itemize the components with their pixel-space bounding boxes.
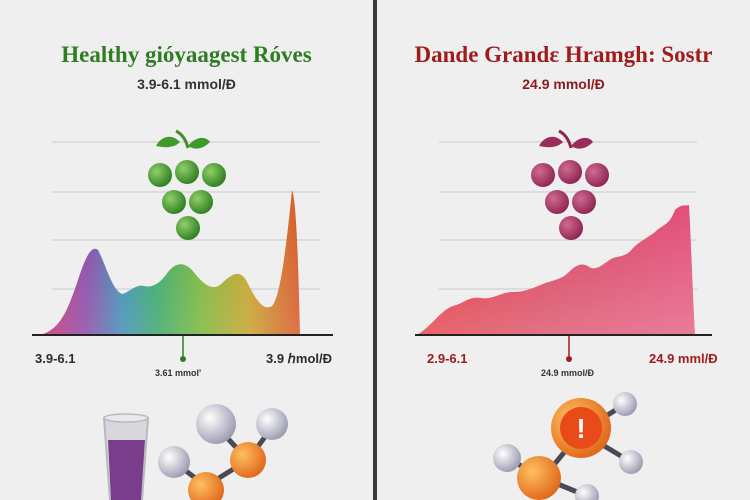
glass-icon	[102, 413, 150, 500]
danger-axis-right-label: 24.9 mml/Ɖ	[649, 351, 718, 366]
danger-marker-label: 24.9 mmol/Ɖ	[541, 368, 595, 378]
healthy-panel: Healthy gióyaagest Róves 3.9-6.1 mmol/Ɖ	[0, 0, 373, 500]
healthy-subtitle: 3.9-6.1 mmol/Ɖ	[137, 76, 236, 92]
danger-subtitle: 24.9 mmol/Ɖ	[522, 76, 605, 92]
healthy-marker-dot	[180, 356, 186, 362]
grape-cluster-icon	[531, 129, 609, 240]
panel-divider	[373, 0, 377, 500]
warning-molecule-icon	[493, 392, 643, 500]
danger-chart: !	[415, 129, 712, 500]
grape-cluster-icon	[148, 129, 226, 240]
healthy-axis-right-label: 3.9 ℎmol/Ɖ	[266, 351, 333, 366]
danger-panel: Dande Grandε Hramgh: Sostr 24.9 mmol/Ɖ	[377, 0, 750, 500]
healthy-marker-label: 3.61 mmol'	[155, 368, 202, 378]
healthy-axis-left-label: 3.9-6.1	[35, 351, 76, 366]
healthy-title: Healthy gióyaagest Róves	[61, 42, 312, 67]
warning-icon: !	[576, 413, 585, 444]
danger-axis-left-label: 2.9-6.1	[427, 351, 468, 366]
danger-title: Dande Grandε Hramgh: Sostr	[414, 42, 713, 67]
molecule-icon	[158, 404, 288, 500]
healthy-chart	[32, 129, 333, 500]
danger-marker-dot	[566, 356, 572, 362]
